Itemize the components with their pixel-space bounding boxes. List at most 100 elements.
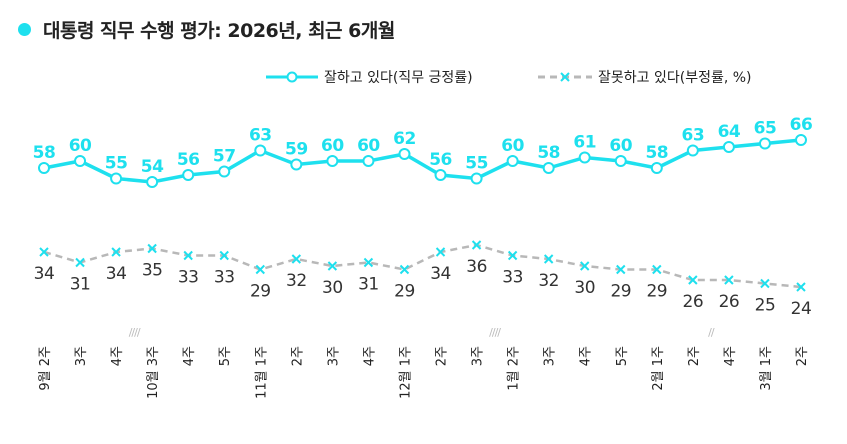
x-tick-label: 3주 <box>543 346 558 366</box>
legend-approve-label: 잘하고 있다(직무 긍정률) <box>324 70 473 86</box>
disapprove-point <box>219 250 229 261</box>
approve-data-label: 56 <box>177 150 200 170</box>
disapprove-data-label: 33 <box>214 268 235 288</box>
approve-point <box>795 134 807 146</box>
disapprove-data-label: 29 <box>610 282 631 302</box>
disapprove-point <box>580 261 590 271</box>
disapprove-data-label: 29 <box>250 282 271 302</box>
disapprove-point <box>39 247 49 257</box>
approve-point <box>614 155 627 167</box>
disapprove-point <box>688 275 698 285</box>
approve-point <box>470 172 483 185</box>
approve-point <box>110 172 123 185</box>
disapprove-data-label: 34 <box>34 264 55 284</box>
approve-point <box>218 165 231 178</box>
disapprove-point <box>291 254 302 264</box>
disapprove-point <box>760 278 770 289</box>
disapprove-point <box>75 257 85 268</box>
disapprove-data-label: 29 <box>394 282 415 302</box>
approve-point <box>578 151 591 164</box>
legend-disapprove-marker <box>560 72 570 82</box>
disapprove-data-label: 30 <box>574 278 595 298</box>
approve-series: 58 60 55 54 56 57 63 59 60 60 62 56 55 60 58 61 60 58 63 64… <box>33 115 813 188</box>
x-tick-label: 12월 1주 <box>398 346 413 399</box>
approve-data-label: 60 <box>501 136 524 156</box>
title-bullet-icon <box>18 22 31 36</box>
x-tick-label: 11월 1주 <box>254 346 269 399</box>
x-tick-label: 5주 <box>615 346 630 366</box>
disapprove-point <box>724 275 734 285</box>
approve-data-label: 55 <box>105 154 128 174</box>
legend-approve-marker <box>286 71 298 83</box>
x-tick-label: 2주 <box>687 346 702 366</box>
x-tick-label: 3주 <box>471 346 486 366</box>
x-tick-label: 3주 <box>326 346 341 366</box>
approve-point <box>506 155 519 167</box>
disapprove-point <box>255 264 265 275</box>
approve-point <box>686 144 699 157</box>
disapprove-data-label: 25 <box>755 296 776 316</box>
x-tick-label: 10월 3주 <box>146 346 161 399</box>
approve-point <box>758 137 771 150</box>
x-tick-label: 3월 1주 <box>759 346 774 391</box>
approve-data-label: 56 <box>429 150 452 170</box>
disapprove-data-label: 33 <box>178 268 199 288</box>
x-tick-label: 4주 <box>362 346 377 366</box>
disapprove-point <box>111 247 121 257</box>
disapprove-point <box>652 264 662 275</box>
x-tick-label: 2주 <box>290 346 305 366</box>
approve-data-label: 58 <box>537 143 560 163</box>
disapprove-point <box>327 261 338 271</box>
x-axis-labels: 9월 2주 3주 4주 10월 3주 4주 5주 11월 1주 2주 3주 4주 12월 1주 2주 3… <box>38 346 810 399</box>
disapprove-data-label: 24 <box>791 299 812 319</box>
approve-data-label: 62 <box>393 129 416 149</box>
x-tick-label: 4주 <box>110 346 125 366</box>
disapprove-point <box>616 264 626 275</box>
disapprove-point <box>183 250 193 261</box>
x-tick-label: 1월 2주 <box>507 346 522 391</box>
approve-point <box>146 176 159 188</box>
approve-data-label: 54 <box>141 157 164 177</box>
approve-point <box>290 158 303 171</box>
axis-breaks: ////////// <box>129 326 716 339</box>
disapprove-point <box>147 243 157 254</box>
disapprove-line <box>43 243 802 289</box>
x-tick-label: 4주 <box>579 346 594 366</box>
x-tick-label: 2주 <box>435 346 450 366</box>
approve-data-label: 60 <box>69 136 92 156</box>
approve-point <box>362 155 375 167</box>
axis-break-mark: // <box>708 326 715 339</box>
disapprove-data-label: 34 <box>430 264 451 284</box>
approve-point <box>74 155 87 167</box>
legend-disapprove-label: 잘못하고 있다(부정률, %) <box>598 70 752 86</box>
approve-point <box>542 162 555 174</box>
disapprove-point <box>471 240 482 250</box>
disapprove-point <box>363 257 374 268</box>
x-tick-label: 2월 1주 <box>651 346 666 391</box>
approve-point <box>398 148 411 160</box>
disapprove-data-label: 30 <box>322 278 343 298</box>
approve-data-label: 61 <box>573 133 596 153</box>
approve-point <box>650 162 663 174</box>
disapprove-point <box>399 264 410 275</box>
approve-point <box>182 169 195 181</box>
disapprove-data-label: 36 <box>466 257 487 277</box>
approve-data-label: 60 <box>357 136 380 156</box>
chart-title-row: 대통령 직무 수행 평가: 2026년, 최근 6개월 <box>18 14 395 44</box>
disapprove-data-label: 34 <box>106 264 127 284</box>
disapprove-data-label: 29 <box>646 282 667 302</box>
disapprove-data-label: 32 <box>538 271 559 291</box>
x-tick-label: 3주 <box>74 346 89 366</box>
x-tick-label: 4주 <box>182 346 197 366</box>
approve-point <box>326 155 339 167</box>
approve-point <box>434 169 447 181</box>
approve-data-label: 58 <box>645 143 668 163</box>
x-tick-label: 4주 <box>723 346 738 366</box>
disapprove-data-label: 26 <box>719 292 740 312</box>
disapprove-data-label: 26 <box>683 292 704 312</box>
approve-data-label: 58 <box>33 143 56 163</box>
axis-break-mark: //// <box>129 326 141 339</box>
x-tick-label: 5주 <box>218 346 233 366</box>
x-tick-label: 9월 2주 <box>38 346 53 391</box>
